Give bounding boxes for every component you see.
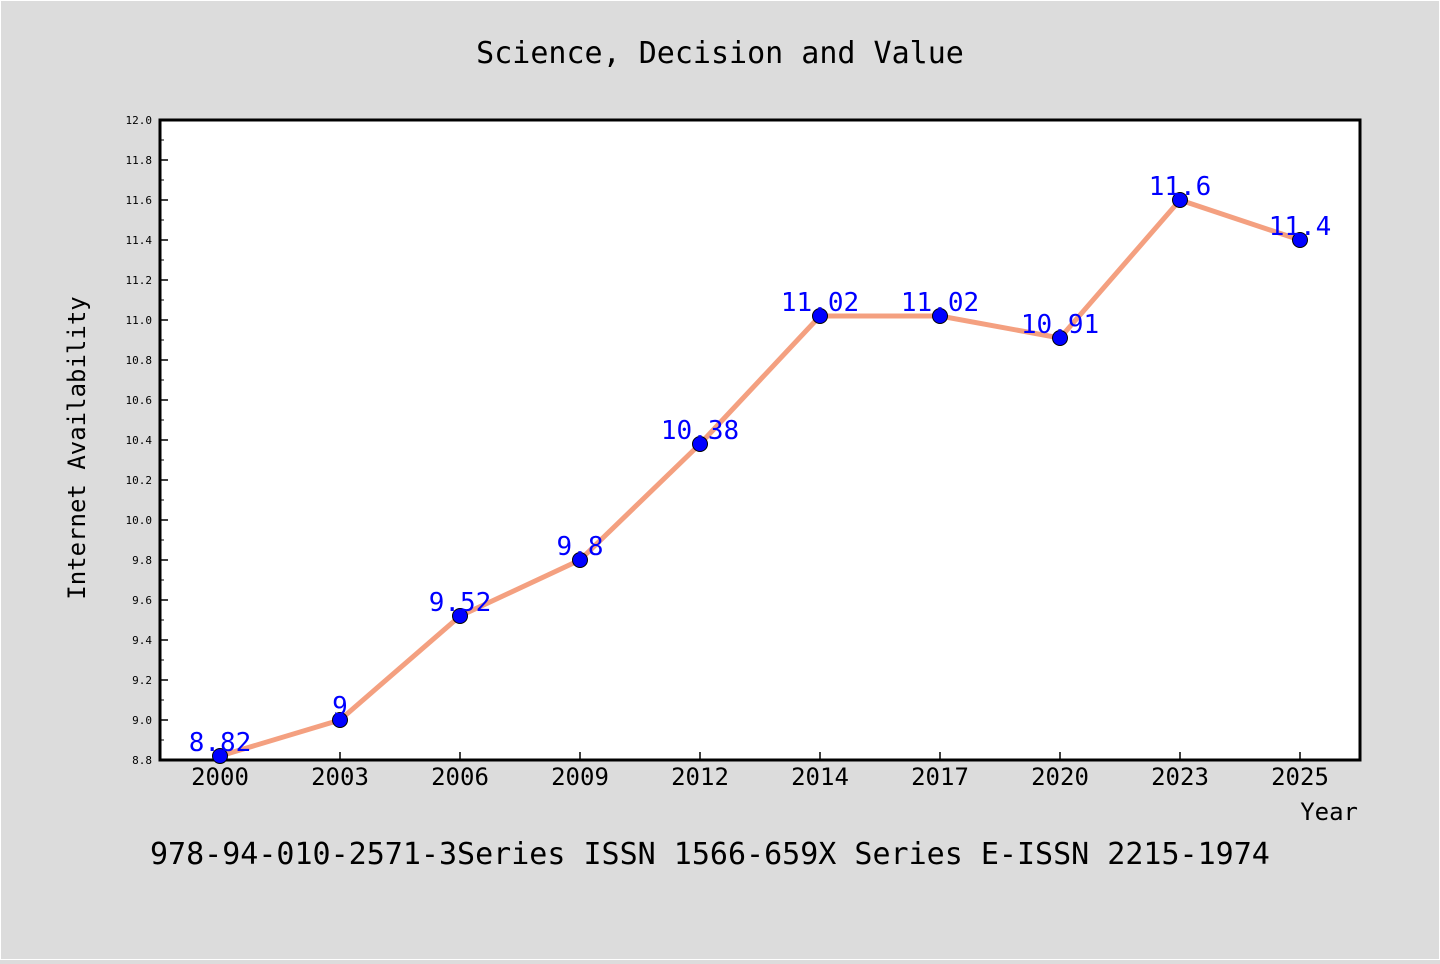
x-tick-label: 2009 xyxy=(551,763,609,791)
data-label: 9.52 xyxy=(429,588,492,618)
y-tick-label: 11.4 xyxy=(126,234,153,247)
data-label: 9.8 xyxy=(557,532,604,562)
y-tick-label: 10.4 xyxy=(126,434,153,447)
x-tick-label: 2023 xyxy=(1151,763,1209,791)
series-group: 8.82 9 9.52 9.8 10.38 11.02 11.02 10.91 11.6 11.4 xyxy=(189,172,1332,764)
data-label: 9 xyxy=(332,692,348,722)
data-label: 10.91 xyxy=(1021,310,1099,340)
x-tick-label: 2006 xyxy=(431,763,489,791)
x-tick-label: 2012 xyxy=(671,763,729,791)
x-tick-label: 2003 xyxy=(311,763,369,791)
y-tick-label: 9.8 xyxy=(132,554,152,567)
y-tick-label: 9.0 xyxy=(132,714,152,727)
data-point xyxy=(1172,192,1188,208)
y-axis: 8.8 9.0 9.2 9.4 9.6 9.8 10.0 10.2 10.4 10.6 10.8 11… xyxy=(126,114,168,767)
x-tick-label: 2017 xyxy=(911,763,969,791)
y-tick-label: 9.6 xyxy=(132,594,152,607)
footer-text: 978-94-010-2571-3Series ISSN 1566-659X S… xyxy=(150,837,1270,872)
x-tick-label: 2020 xyxy=(1031,763,1089,791)
data-point xyxy=(1292,232,1308,248)
chart-title: Science, Decision and Value xyxy=(476,36,964,71)
data-point xyxy=(932,308,948,324)
y-tick-label: 11.6 xyxy=(126,194,153,207)
data-label: 11.4 xyxy=(1269,212,1332,242)
x-tick-label: 2014 xyxy=(791,763,849,791)
x-tick-label: 2025 xyxy=(1271,763,1329,791)
data-label: 11.6 xyxy=(1149,172,1212,202)
x-axis-label: Year xyxy=(1300,798,1358,826)
plot-area xyxy=(158,118,1362,762)
data-point xyxy=(692,436,708,452)
x-axis: 2000 2003 2006 2009 2012 2014 2017 2020 2023 2025 xyxy=(191,752,1329,791)
y-tick-label: 12.0 xyxy=(126,114,153,127)
data-point xyxy=(572,552,588,568)
data-label: 10.38 xyxy=(661,416,739,446)
y-tick-label: 8.8 xyxy=(132,754,152,767)
data-label: 8.82 xyxy=(189,728,252,758)
y-tick-label: 9.4 xyxy=(132,634,152,647)
y-tick-label: 11.8 xyxy=(126,154,153,167)
data-point xyxy=(452,608,468,624)
y-axis-label: Internet Availability xyxy=(63,296,91,599)
x-tick-label: 2000 xyxy=(191,763,249,791)
y-tick-label: 11.0 xyxy=(126,314,153,327)
data-point xyxy=(1052,330,1068,346)
data-point xyxy=(812,308,828,324)
data-label: 11.02 xyxy=(901,288,979,318)
data-point xyxy=(212,748,228,764)
y-tick-label: 10.2 xyxy=(126,474,153,487)
data-point xyxy=(332,712,348,728)
series-line xyxy=(217,197,1303,759)
y-tick-label: 10.8 xyxy=(126,354,153,367)
y-tick-label: 10.0 xyxy=(126,514,153,527)
y-tick-label: 9.2 xyxy=(132,674,152,687)
data-label: 11.02 xyxy=(781,288,859,318)
y-tick-label: 11.2 xyxy=(126,274,153,287)
y-tick-label: 10.6 xyxy=(126,394,153,407)
